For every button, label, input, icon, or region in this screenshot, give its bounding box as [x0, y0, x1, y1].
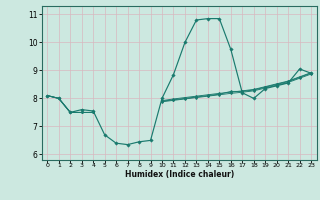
X-axis label: Humidex (Indice chaleur): Humidex (Indice chaleur) — [124, 170, 234, 179]
